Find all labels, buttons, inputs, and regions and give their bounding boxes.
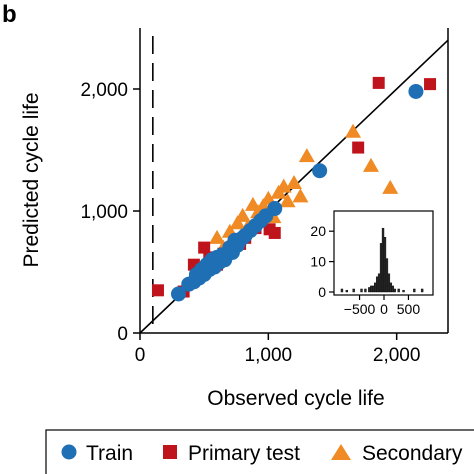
inset-x-tick-label: 500 xyxy=(397,301,421,317)
inset-x-tick-label: −500 xyxy=(344,301,376,317)
secondary-test-point xyxy=(209,229,225,244)
histogram-bar xyxy=(389,282,393,293)
secondary-test-point xyxy=(286,174,302,189)
inset-y-tick-label: 0 xyxy=(318,284,326,300)
inset-x-ticks: −500 0 500 xyxy=(344,295,421,317)
data-points xyxy=(151,76,437,302)
secondary-test-point xyxy=(234,207,251,222)
histogram-bar xyxy=(345,289,349,293)
y-tick-label: 0 xyxy=(117,324,128,345)
histogram-bar xyxy=(397,288,400,293)
legend-secondary-label: Secondary xyxy=(362,442,463,465)
primary-test-point xyxy=(151,284,164,297)
secondary-test-point xyxy=(260,190,277,205)
inset-y-tick-label: 10 xyxy=(310,254,326,270)
x-ticks: 0 1,000 2,000 xyxy=(135,333,421,366)
histogram-bar xyxy=(379,243,383,293)
primary-test-point xyxy=(268,226,281,239)
train-point xyxy=(312,163,328,179)
secondary-test-point xyxy=(298,148,315,163)
histogram-bar xyxy=(381,227,385,293)
inset-x-tick-label: 0 xyxy=(380,301,388,317)
histogram-bar xyxy=(370,285,373,293)
histogram-bar xyxy=(352,288,355,293)
train-point xyxy=(267,201,283,217)
primary-test-point xyxy=(372,76,385,89)
secondary-test-point xyxy=(345,123,362,138)
y-axis-label: Predicted cycle life xyxy=(20,92,43,267)
x-tick-label: 0 xyxy=(135,345,146,366)
histogram-bar xyxy=(374,282,377,293)
inset-bars xyxy=(340,227,424,293)
x-tick-label: 2,000 xyxy=(373,345,421,366)
histogram-bar xyxy=(372,285,375,293)
secondary-test-point xyxy=(292,188,309,203)
x-axis-label: Observed cycle life xyxy=(207,387,384,410)
histogram-bar xyxy=(383,237,387,293)
histogram-bar xyxy=(360,288,363,293)
legend-train-label: Train xyxy=(86,442,133,465)
legend: Train Primary test Secondary xyxy=(45,429,474,474)
histogram-bar xyxy=(385,258,389,293)
primary-test-point xyxy=(352,141,365,154)
legend-frame xyxy=(45,429,474,474)
secondary-test-point xyxy=(229,215,246,230)
secondary-test-point xyxy=(382,179,399,194)
y-tick-label: 1,000 xyxy=(80,202,128,223)
panel-label: b xyxy=(2,1,17,28)
inset-y-tick-label: 20 xyxy=(310,223,326,239)
legend-train-marker xyxy=(61,444,77,460)
histogram-bar xyxy=(340,288,344,293)
secondary-test-point xyxy=(363,157,379,172)
histogram-bar xyxy=(377,273,381,293)
secondary-test-point xyxy=(275,178,292,193)
y-ticks: 0 1,000 2,000 xyxy=(80,80,140,345)
secondary-test-point xyxy=(279,193,296,208)
primary-test-point xyxy=(424,78,437,91)
histogram-bar xyxy=(368,287,371,293)
histogram-bar xyxy=(420,288,424,293)
histogram-bar xyxy=(391,285,394,293)
histogram-bar xyxy=(393,288,396,293)
histogram-bar xyxy=(387,273,391,293)
histogram-bar xyxy=(413,288,416,293)
primary-test-point xyxy=(198,241,211,254)
y-tick-label: 2,000 xyxy=(80,80,128,101)
train-point xyxy=(408,83,424,99)
legend-primary-marker xyxy=(163,445,177,459)
legend-primary-label: Primary test xyxy=(188,442,300,465)
histogram-bar xyxy=(375,276,379,293)
inset-y-ticks: 0 10 20 xyxy=(310,223,334,300)
histogram-bar xyxy=(402,289,405,293)
legend-secondary-marker xyxy=(331,444,351,460)
histogram-bar xyxy=(364,288,367,293)
x-tick-label: 1,000 xyxy=(245,345,293,366)
train-point xyxy=(171,286,186,302)
